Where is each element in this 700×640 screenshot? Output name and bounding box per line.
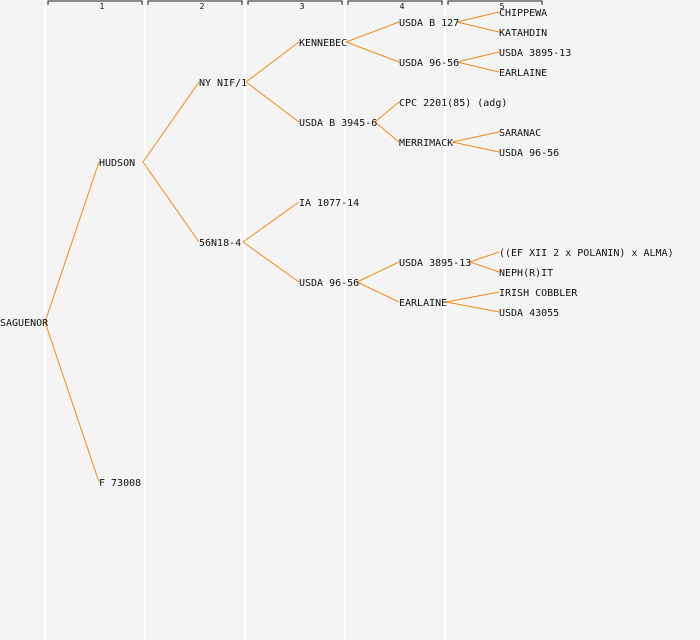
generation-number-2: 2 xyxy=(199,2,204,11)
pedigree-nodes: SAGUENOR HUDSON F 73008 NY NIF/1 56N18-4 KENN… xyxy=(0,8,674,489)
pedigree-node-n21[interactable]: ((EF XII 2 x POLANIN) x ALMA) xyxy=(499,248,674,259)
edge-n3-to-n6 xyxy=(245,81,300,123)
pedigree-node-n15[interactable]: CHIPPEWA xyxy=(499,8,547,19)
pedigree-node-n1[interactable]: HUDSON xyxy=(99,158,135,169)
edge-n8-to-n14 xyxy=(356,281,400,303)
pedigree-node-n11[interactable]: CPC 2201(85) (adg) xyxy=(399,98,507,109)
generation-bracket-1 xyxy=(47,0,143,5)
pedigree-node-n10[interactable]: USDA 96-56 xyxy=(399,58,459,69)
generation-number-5: 5 xyxy=(499,2,504,11)
pedigree-node-n17[interactable]: USDA 3895-13 xyxy=(499,48,571,59)
pedigree-node-n13[interactable]: USDA 3895-13 xyxy=(399,258,471,269)
edge-n0-to-n1 xyxy=(44,161,100,323)
edge-n8-to-n13 xyxy=(356,261,400,283)
pedigree-node-n7[interactable]: IA 1077-14 xyxy=(299,198,359,209)
edge-n12-to-n19 xyxy=(451,131,500,143)
pedigree-node-n3[interactable]: NY NIF/1 xyxy=(199,78,247,89)
pedigree-node-n9[interactable]: USDA B 127 xyxy=(399,18,459,29)
edge-n9-to-n15 xyxy=(456,11,500,23)
generation-bracket-5 xyxy=(447,0,543,5)
edge-n14-to-n24 xyxy=(445,301,500,313)
pedigree-node-n20[interactable]: USDA 96-56 xyxy=(499,148,559,159)
generation-number-3: 3 xyxy=(299,2,304,11)
edge-n12-to-n20 xyxy=(451,141,500,153)
edge-n1-to-n4 xyxy=(142,161,200,243)
generation-columns xyxy=(0,0,446,640)
generation-header: 1 2 3 4 5 xyxy=(47,0,543,11)
generation-number-4: 4 xyxy=(399,2,404,11)
pedigree-node-n23[interactable]: IRISH COBBLER xyxy=(499,288,578,299)
edge-n6-to-n12 xyxy=(374,121,400,143)
pedigree-node-n6[interactable]: USDA B 3945-6 xyxy=(299,118,377,129)
pedigree-node-n2[interactable]: F 73008 xyxy=(99,478,141,489)
generation-bracket-3 xyxy=(247,0,343,5)
pedigree-edges xyxy=(44,11,500,483)
edge-n10-to-n18 xyxy=(456,61,500,73)
pedigree-node-n12[interactable]: MERRIMACK xyxy=(399,138,453,149)
generation-bracket-2 xyxy=(147,0,243,5)
pedigree-node-n24[interactable]: USDA 43055 xyxy=(499,308,559,319)
edge-n13-to-n21 xyxy=(469,251,500,263)
edge-n13-to-n22 xyxy=(469,261,500,273)
edge-n4-to-n7 xyxy=(242,201,300,243)
edge-n3-to-n5 xyxy=(245,41,300,83)
column-band-1 xyxy=(0,0,44,640)
edge-n0-to-n2 xyxy=(44,321,100,483)
edge-n14-to-n23 xyxy=(445,291,500,303)
edge-n10-to-n17 xyxy=(456,51,500,63)
pedigree-node-n5[interactable]: KENNEBEC xyxy=(299,38,347,49)
generation-bracket-4 xyxy=(347,0,443,5)
edge-n9-to-n16 xyxy=(456,21,500,33)
pedigree-node-n19[interactable]: SARANAC xyxy=(499,128,541,139)
generation-number-1: 1 xyxy=(99,2,104,11)
pedigree-node-n4[interactable]: 56N18-4 xyxy=(199,238,241,249)
edge-n6-to-n11 xyxy=(374,101,400,123)
pedigree-node-n16[interactable]: KATAHDIN xyxy=(499,28,547,39)
pedigree-node-n0[interactable]: SAGUENOR xyxy=(0,318,49,329)
pedigree-node-n14[interactable]: EARLAINE xyxy=(399,298,447,309)
edge-n1-to-n3 xyxy=(142,81,200,163)
edge-n4-to-n8 xyxy=(242,241,300,283)
pedigree-node-n22[interactable]: NEPH(R)IT xyxy=(499,268,553,279)
edge-n5-to-n9 xyxy=(345,21,400,43)
edge-n5-to-n10 xyxy=(345,41,400,63)
pedigree-node-n8[interactable]: USDA 96-56 xyxy=(299,278,359,289)
pedigree-node-n18[interactable]: EARLAINE xyxy=(499,68,547,79)
